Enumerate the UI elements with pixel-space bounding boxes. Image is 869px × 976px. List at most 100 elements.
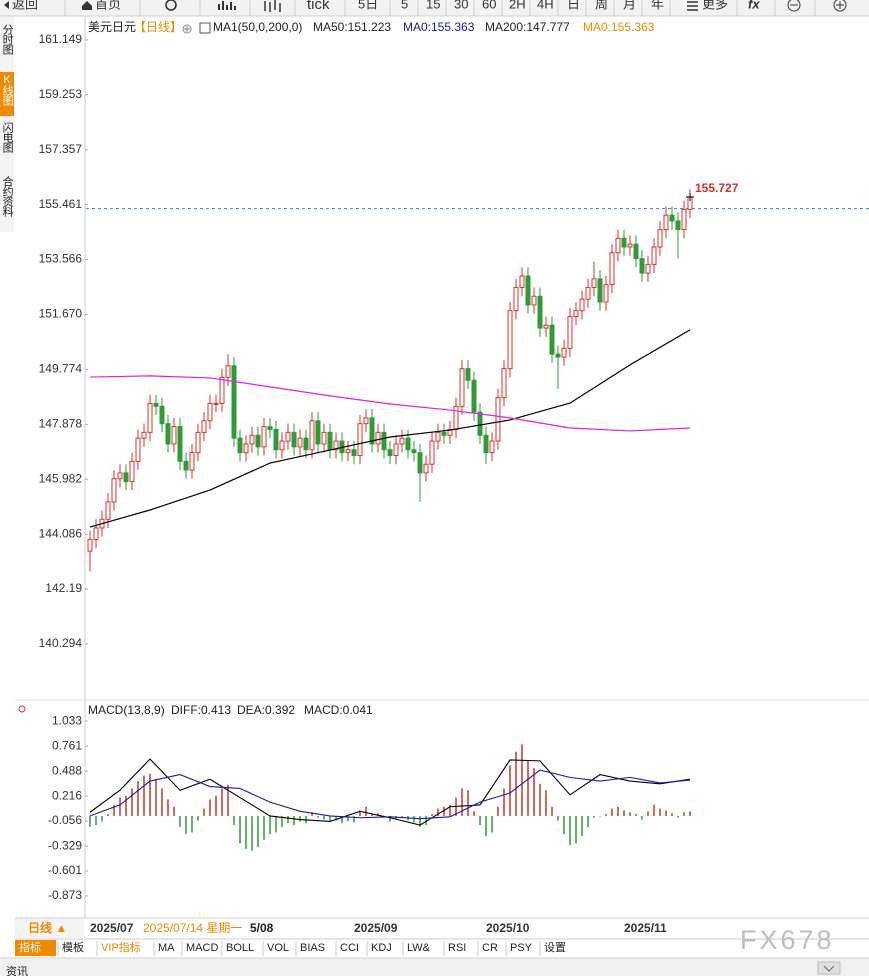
- ma-line: [89, 375, 691, 432]
- candle-body: [591, 278, 597, 289]
- macd-bar: [599, 815, 601, 817]
- macd-bar: [467, 790, 469, 816]
- macd-bar: [155, 779, 157, 816]
- side-tab[interactable]: 闪电图: [1, 121, 14, 154]
- candle-body: [549, 324, 555, 355]
- macd-bar: [149, 773, 151, 816]
- macd-bar: [557, 815, 559, 821]
- bottom-tab[interactable]: RSI: [448, 942, 466, 954]
- bottom-tab[interactable]: 设置: [544, 941, 566, 954]
- candle-body: [375, 431, 381, 445]
- candle-body: [333, 440, 339, 451]
- side-tab[interactable]: 合约资料: [1, 175, 14, 218]
- cursor-date: 2025/07/14 星期一: [143, 921, 242, 935]
- zoom-out-button[interactable]: [787, 0, 801, 12]
- candle-icon[interactable]: [264, 0, 281, 12]
- y-tick-label: -0.329: [48, 838, 82, 852]
- candle-body: [387, 449, 393, 457]
- bottom-tab[interactable]: PSY: [510, 942, 533, 954]
- macd-bar: [257, 815, 259, 848]
- candle-body: [633, 243, 639, 260]
- macd-bar: [683, 812, 685, 816]
- toolbar-button[interactable]: 年: [651, 0, 664, 11]
- macd-bar: [503, 788, 505, 816]
- side-tab[interactable]: 分时图: [1, 24, 14, 56]
- toolbar-button[interactable]: 首页: [95, 0, 121, 11]
- bottom-tab[interactable]: MACD: [186, 942, 218, 954]
- y-tick-label: 155.461: [39, 197, 83, 211]
- toolbar-button[interactable]: 周: [595, 0, 608, 11]
- bottom-tab[interactable]: VOL: [267, 942, 289, 954]
- macd-bar: [311, 812, 313, 816]
- bottom-tab[interactable]: CR: [482, 942, 498, 954]
- macd-settings-icon[interactable]: [18, 705, 26, 713]
- candle-body: [273, 428, 279, 451]
- macd-bar: [143, 775, 145, 816]
- candle-body: [489, 440, 495, 454]
- toolbar-button[interactable]: fx: [748, 0, 760, 11]
- macd-bar: [215, 795, 217, 816]
- toolbar-button[interactable]: tick: [307, 0, 330, 13]
- candle-body: [135, 437, 141, 462]
- macd-bar: [167, 799, 169, 816]
- toolbar-button[interactable]: 月: [623, 0, 636, 11]
- y-tick-label: 147.878: [39, 416, 83, 430]
- macd-bar: [533, 768, 535, 816]
- macd-bar: [209, 799, 211, 816]
- toolbar-button[interactable]: 4H: [537, 0, 554, 11]
- macd-bar: [287, 815, 289, 824]
- bottom-tab[interactable]: 指标: [19, 940, 41, 954]
- candle-body: [513, 287, 519, 312]
- candle-body: [585, 287, 591, 300]
- macd-bar: [527, 760, 529, 816]
- candle-body: [603, 284, 609, 303]
- footer-tab[interactable]: 资讯: [6, 965, 28, 976]
- toolbar-button[interactable]: 更多: [702, 0, 728, 11]
- toolbar-button[interactable]: 5日: [358, 0, 378, 11]
- macd-bar: [575, 815, 577, 844]
- candle-body: [627, 243, 633, 248]
- candle-body: [321, 431, 327, 445]
- bottom-tab[interactable]: BIAS: [300, 942, 325, 954]
- side-tab[interactable]: K线图: [1, 74, 14, 107]
- y-tick-label: 161.149: [39, 32, 83, 46]
- y-tick-label: 159.253: [39, 87, 83, 101]
- macd-bar: [161, 788, 163, 816]
- toolbar-button[interactable]: 30: [454, 0, 468, 11]
- bottom-tab[interactable]: 模板: [62, 940, 84, 954]
- zoom-in-button[interactable]: [833, 0, 847, 12]
- y-tick-label: 145.982: [39, 471, 83, 485]
- toolbar-button[interactable]: 返回: [12, 0, 38, 11]
- bottom-tab[interactable]: MA: [158, 942, 175, 954]
- macd-bar: [95, 815, 97, 826]
- legend-entry: DIFF:0.413: [171, 703, 231, 717]
- period-button[interactable]: 日线 ▲: [28, 920, 67, 935]
- bar-chart-icon[interactable]: [218, 1, 236, 10]
- candle-body: [351, 449, 357, 457]
- candle-body: [255, 434, 261, 448]
- macd-bar: [293, 815, 295, 826]
- toolbar-button[interactable]: 日: [567, 0, 580, 11]
- y-tick-label: 0.216: [52, 788, 82, 802]
- toolbar-button[interactable]: 60: [482, 0, 496, 11]
- toolbar-button[interactable]: 15: [426, 0, 440, 11]
- bottom-tab[interactable]: CCI: [340, 942, 359, 954]
- bottom-tab[interactable]: LW&: [407, 942, 431, 954]
- macd-bar: [569, 815, 571, 846]
- bottom-tab[interactable]: VIP指标: [101, 940, 141, 954]
- toolbar-button[interactable]: 2H: [509, 0, 526, 11]
- bottom-tab[interactable]: BOLL: [226, 942, 254, 954]
- refresh-icon[interactable]: [165, 0, 177, 11]
- settings-icon[interactable]: [182, 24, 192, 34]
- collapse-button[interactable]: [817, 961, 841, 975]
- macd-bar: [299, 815, 301, 822]
- macd-bar: [365, 806, 367, 816]
- x-tick-label: 2025/10: [486, 921, 530, 935]
- candle-body: [471, 379, 477, 413]
- macd-bar: [347, 815, 349, 822]
- toolbar-button[interactable]: 5: [401, 0, 408, 11]
- macd-bar: [611, 808, 613, 816]
- candle-body: [567, 316, 573, 349]
- bottom-tab[interactable]: KDJ: [371, 942, 392, 954]
